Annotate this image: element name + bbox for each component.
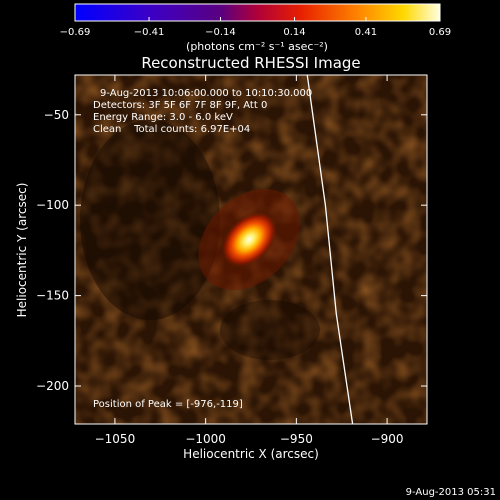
x-tick-label: −1050	[95, 432, 136, 446]
peak-position-label: Position of Peak = [-976,-119]	[93, 399, 243, 410]
colorbar-tick-label: 0.41	[355, 27, 377, 38]
info-time-range: 9-Aug-2013 10:06:00.000 to 10:10:30.000	[100, 88, 312, 99]
x-tick-label: −1000	[185, 432, 226, 446]
x-axis-ticks: −1050 −1000 −950 −900	[95, 75, 404, 446]
info-energy-range: Energy Range: 3.0 - 6.0 keV	[93, 112, 233, 123]
x-ray-source	[220, 210, 279, 269]
x-axis-label: Heliocentric X (arcsec)	[183, 447, 319, 461]
plot-frame	[74, 74, 428, 425]
colorbar-tick-label: −0.41	[134, 27, 165, 38]
colorbar-tick-label: −0.14	[205, 27, 236, 38]
chart-title: Reconstructed RHESSI Image	[141, 54, 360, 72]
y-axis-label: Heliocentric Y (arcsec)	[15, 183, 29, 318]
y-tick-label: −150	[36, 289, 69, 303]
y-tick-label: −50	[44, 108, 69, 122]
dark-region	[80, 120, 220, 320]
x-tick-label: −950	[280, 432, 313, 446]
footer-timestamp: 9-Aug-2013 05:31	[406, 487, 496, 498]
colorbar-tick-label: 0.14	[283, 27, 305, 38]
x-tick-label: −900	[371, 432, 404, 446]
observation-info: 9-Aug-2013 10:06:00.000 to 10:10:30.000 …	[93, 88, 312, 135]
y-axis-ticks: −200 −150 −100 −50	[36, 108, 427, 393]
y-tick-label: −200	[36, 379, 69, 393]
colorbar	[74, 3, 441, 22]
solar-limb-curve	[306, 75, 354, 424]
colorbar-tick-label: −0.69	[60, 27, 91, 38]
colorbar-units-label: (photons cm⁻² s⁻¹ asec⁻²)	[186, 40, 328, 53]
y-tick-label: −100	[36, 198, 69, 212]
dark-region	[220, 300, 320, 360]
info-detectors: Detectors: 3F 5F 6F 7F 8F 9F, Att 0	[93, 100, 267, 111]
colorbar-ticks: −0.69 −0.41 −0.14 0.14 0.41 0.69	[60, 17, 451, 38]
colorbar-tick-label: 0.69	[429, 27, 451, 38]
info-clean-counts: Clean Total counts: 6.97E+04	[93, 124, 250, 135]
